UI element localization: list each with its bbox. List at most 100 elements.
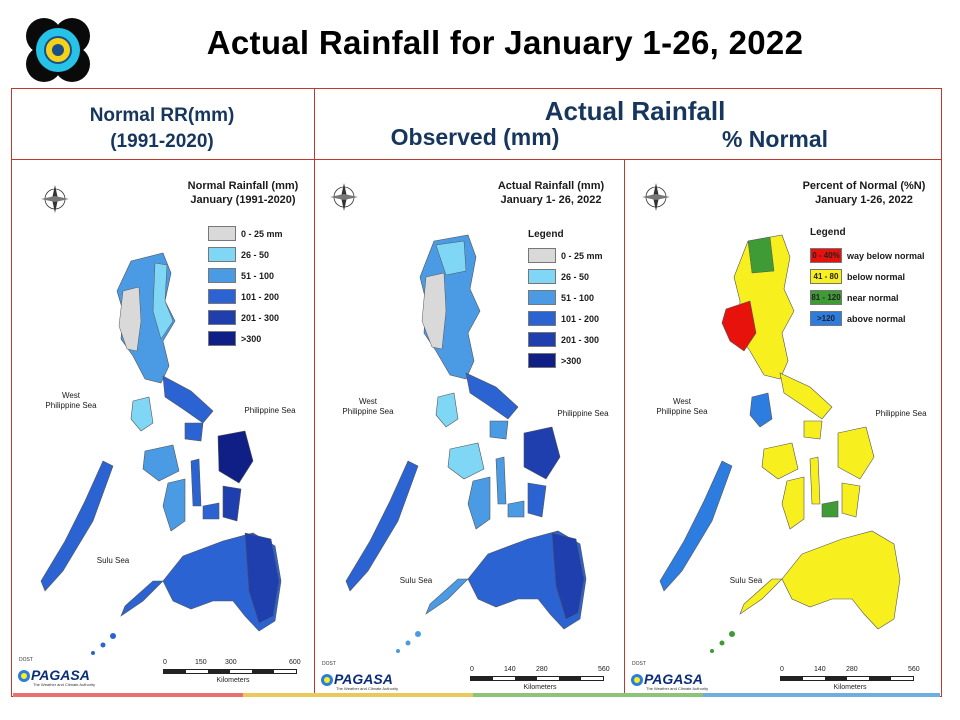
- observed-header: Observed (mm): [390, 124, 560, 150]
- observed-rainfall-map-panel: Actual Rainfall (mm) January 1- 26, 2022…: [316, 161, 623, 695]
- zamboanga-region: [425, 578, 469, 615]
- pagasa-emblem-icon: [631, 674, 643, 686]
- legend-item: 26 - 50: [528, 268, 589, 285]
- legend-label: 0 - 25 mm: [561, 250, 603, 261]
- legend-item: 101 - 200: [528, 310, 599, 327]
- scale-tick: 600: [289, 659, 301, 666]
- legend-label: >300: [241, 333, 262, 344]
- legend-swatch: [528, 269, 556, 284]
- observed-map-title-line2: January 1- 26, 2022: [500, 194, 602, 206]
- normal-header: Normal RR(mm) (1991-2020): [22, 103, 302, 155]
- legend-item: 26 - 50: [208, 246, 269, 263]
- legend-label: below normal: [847, 271, 906, 282]
- legend-label: 0 - 25 mm: [241, 228, 283, 239]
- sulu-sea-label: Sulu Sea: [729, 576, 763, 585]
- normal-rainfall-map: [40, 185, 282, 655]
- legend-swatch: 81 - 120: [810, 290, 842, 305]
- legend-swatch: 0 - 40%: [810, 248, 842, 263]
- negros-region: [467, 476, 491, 530]
- palawan-region: [659, 460, 733, 592]
- pagasa-logo: DOST PAGASA The Weather and Climate Auth…: [630, 661, 710, 695]
- bohol-region: [821, 500, 839, 518]
- mindanao-region: [781, 530, 901, 630]
- cebu-region: [495, 456, 507, 505]
- legend-swatch: [208, 331, 236, 346]
- legend-swatch: [208, 268, 236, 283]
- pagasa-small-text: DOST: [632, 661, 646, 667]
- legend-swatch: [528, 332, 556, 347]
- mindoro-region: [749, 392, 773, 428]
- legend-label: above normal: [847, 313, 906, 324]
- legend-label: 51 - 100: [241, 270, 275, 281]
- luzon-east-area: [152, 262, 174, 340]
- legend-label: 201 - 300: [561, 334, 600, 345]
- legend-label: 26 - 50: [241, 249, 270, 260]
- observed-legend-title: Legend: [528, 229, 564, 240]
- bicol-region: [779, 372, 833, 420]
- pagasa-small-text: DOST: [19, 657, 33, 663]
- legend-item: 51 - 100: [208, 267, 274, 284]
- scale-tick: 150: [195, 659, 207, 666]
- header-divider: [11, 159, 942, 160]
- legend-item: 201 - 300: [208, 309, 279, 326]
- legend-item: 51 - 100: [528, 289, 594, 306]
- legend-item: >300: [208, 330, 261, 347]
- compass-icon: [642, 183, 670, 211]
- luzon-north-green: [747, 236, 775, 274]
- scale-unit: Kilometers: [523, 684, 557, 691]
- bohol-region: [202, 502, 220, 520]
- legend-swatch: [208, 226, 236, 241]
- mindanao-east-region: [551, 532, 585, 620]
- percent-scale-bar: 0 140 280 560 Kilometers: [780, 666, 920, 695]
- legend-item: 201 - 300: [528, 331, 599, 348]
- pagasa-small-text: DOST: [322, 661, 336, 667]
- mindoro-region: [130, 396, 154, 432]
- pagasa-tagline: The Weather and Climate Authority: [646, 686, 709, 691]
- west-philippine-sea-label: West Philippine Sea: [45, 391, 97, 410]
- percent-map-title: Percent of Normal (%N) January 1-26, 202…: [794, 179, 934, 207]
- sulu-sea-label: Sulu Sea: [96, 556, 130, 565]
- legend-swatch: >120: [810, 311, 842, 326]
- scale-tick: 280: [536, 666, 548, 673]
- legend-label: 51 - 100: [561, 292, 595, 303]
- bicol-region: [162, 375, 214, 424]
- legend-label: 26 - 50: [561, 271, 590, 282]
- sulu-sea-label: Sulu Sea: [399, 576, 433, 585]
- normal-scale-bar: 0 150 300 600 Kilometers: [163, 659, 303, 689]
- pagasa-emblem-icon: [18, 670, 30, 682]
- legend-swatch: [528, 290, 556, 305]
- scale-tick: 0: [163, 659, 167, 666]
- legend-swatch: [528, 353, 556, 368]
- leyte-region: [222, 485, 242, 522]
- pagasa-logo: DOST PAGASA The Weather and Climate Auth…: [17, 657, 97, 691]
- footer-strip-red: [13, 693, 243, 697]
- scale-tick: 0: [780, 666, 784, 673]
- legend-label: 101 - 200: [241, 291, 280, 302]
- normal-header-line2: (1991-2020): [110, 131, 214, 152]
- pagasa-tagline: The Weather and Climate Authority: [336, 686, 399, 691]
- samar-region: [523, 426, 561, 480]
- legend-item: >300: [528, 352, 581, 369]
- percent-normal-map: [642, 183, 901, 653]
- legend-item: 101 - 200: [208, 288, 279, 305]
- legend-swatch: [528, 248, 556, 263]
- dost-logo: [26, 18, 90, 82]
- footer-strip-yellow: [243, 693, 473, 697]
- negros-region: [781, 476, 805, 530]
- scale-tick: 560: [598, 666, 610, 673]
- scale-tick: 140: [504, 666, 516, 673]
- legend-label: near normal: [847, 292, 899, 303]
- samar-region: [837, 426, 875, 480]
- luzon-north-area: [435, 240, 467, 276]
- panay-region: [761, 442, 799, 480]
- mindoro-region: [435, 392, 459, 428]
- legend-swatch: [208, 247, 236, 262]
- scale-tick: 140: [814, 666, 826, 673]
- normal-map-title-line2: January (1991-2020): [190, 194, 296, 206]
- legend-label: 201 - 300: [241, 312, 280, 323]
- masbate-region: [803, 420, 823, 440]
- legend-swatch: [528, 311, 556, 326]
- slide-title: Actual Rainfall for January 1-26, 2022: [206, 24, 804, 61]
- philippine-sea-label: Philippine Sea: [557, 409, 609, 418]
- cebu-region: [809, 456, 821, 505]
